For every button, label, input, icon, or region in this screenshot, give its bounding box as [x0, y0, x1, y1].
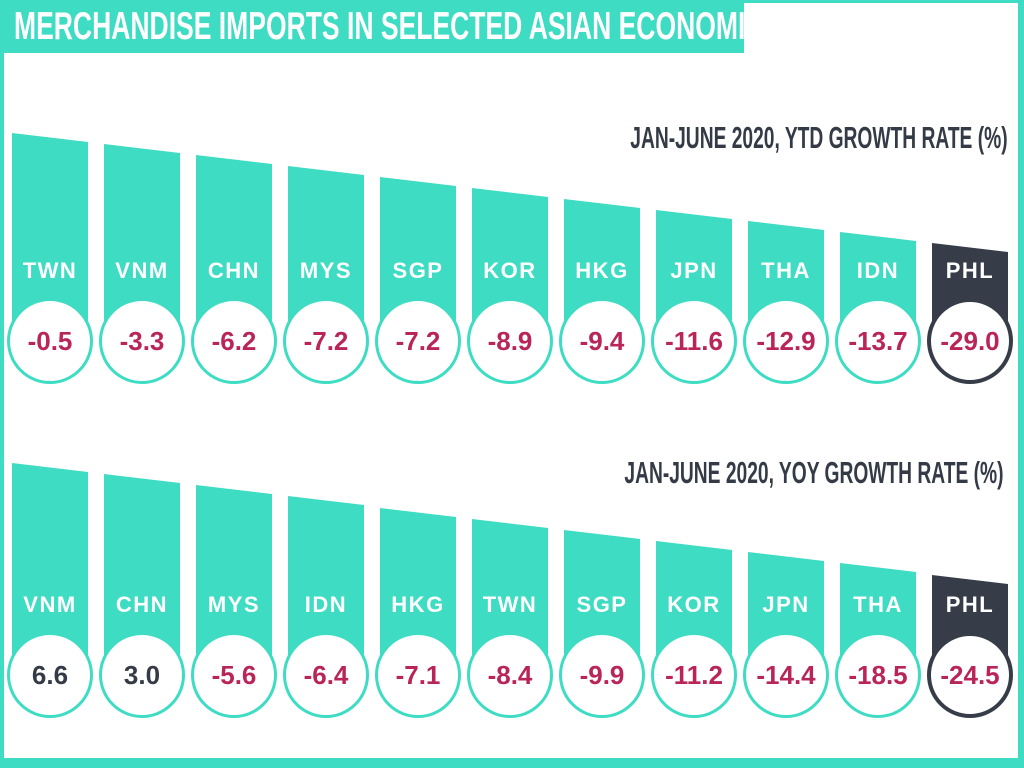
value-circle-yoy-jpn: -14.4: [743, 632, 829, 718]
value-ytd-vnm: -3.3: [119, 325, 165, 356]
value-circle-ytd-kor: -8.9: [467, 298, 553, 384]
bar-label-ytd-twn: TWN: [22, 258, 78, 283]
value-circle-yoy-idn: -6.4: [283, 632, 369, 718]
value-yoy-phl: -24.5: [940, 659, 1000, 690]
section-header-ytd: JAN-JUNE 2020, YTD GROWTH RATE (%): [630, 120, 1008, 155]
value-circle-ytd-mys: -7.2: [283, 298, 369, 384]
value-ytd-hkg: -9.4: [579, 325, 625, 356]
page-title: MERCHANDISE IMPORTS IN SELECTED ASIAN EC…: [14, 5, 781, 48]
bar-label-ytd-hkg: HKG: [575, 258, 629, 283]
bar-label-ytd-idn: IDN: [856, 258, 900, 283]
value-circle-ytd-twn: -0.5: [7, 298, 93, 384]
value-circle-yoy-chn: 3.0: [99, 632, 185, 718]
value-circle-ytd-tha: -12.9: [743, 298, 829, 384]
value-yoy-vnm: 6.6: [31, 659, 69, 690]
bar-label-yoy-kor: KOR: [667, 592, 721, 617]
value-circle-ytd-phl: -29.0: [927, 298, 1013, 384]
value-ytd-jpn: -11.6: [665, 325, 723, 356]
bar-label-yoy-vnm: VNM: [23, 592, 77, 617]
bar-label-ytd-jpn: JPN: [670, 258, 718, 283]
value-circle-ytd-jpn: -11.6: [651, 298, 737, 384]
bar-label-yoy-chn: CHN: [115, 592, 169, 617]
value-circle-yoy-vnm: 6.6: [7, 632, 93, 718]
value-circle-yoy-sgp: -9.9: [559, 632, 645, 718]
value-circle-yoy-twn: -8.4: [467, 632, 553, 718]
value-circle-yoy-kor: -11.2: [651, 632, 737, 718]
title-banner: MERCHANDISE IMPORTS IN SELECTED ASIAN EC…: [0, 0, 781, 53]
value-circle-yoy-phl: -24.5: [927, 632, 1013, 718]
value-circle-ytd-vnm: -3.3: [99, 298, 185, 384]
bar-label-yoy-idn: IDN: [304, 592, 348, 617]
value-ytd-sgp: -7.2: [395, 325, 441, 356]
value-yoy-chn: 3.0: [123, 659, 161, 690]
value-ytd-idn: -13.7: [848, 325, 908, 356]
value-ytd-chn: -6.2: [211, 325, 257, 356]
value-circle-ytd-idn: -13.7: [835, 298, 921, 384]
bar-label-yoy-mys: MYS: [207, 592, 261, 617]
bar-label-yoy-hkg: HKG: [391, 592, 445, 617]
value-yoy-jpn: -14.4: [756, 659, 816, 690]
bar-label-ytd-kor: KOR: [483, 258, 537, 283]
value-ytd-twn: -0.5: [27, 325, 73, 356]
value-circle-ytd-sgp: -7.2: [375, 298, 461, 384]
bar-label-ytd-vnm: VNM: [115, 258, 169, 283]
value-circle-yoy-tha: -18.5: [835, 632, 921, 718]
bar-label-ytd-chn: CHN: [207, 258, 261, 283]
value-yoy-idn: -6.4: [303, 659, 349, 690]
value-ytd-mys: -7.2: [303, 325, 349, 356]
bar-label-ytd-phl: PHL: [945, 258, 995, 283]
value-yoy-sgp: -9.9: [579, 659, 625, 690]
value-ytd-kor: -8.9: [487, 325, 533, 356]
value-yoy-mys: -5.6: [211, 659, 257, 690]
value-circle-ytd-chn: -6.2: [191, 298, 277, 384]
bar-label-ytd-mys: MYS: [299, 258, 353, 283]
value-yoy-kor: -11.2: [665, 659, 723, 690]
value-circle-yoy-mys: -5.6: [191, 632, 277, 718]
bar-label-yoy-sgp: SGP: [576, 592, 628, 617]
bar-label-ytd-tha: THA: [761, 258, 811, 283]
bar-label-yoy-tha: THA: [853, 592, 903, 617]
bar-label-yoy-phl: PHL: [945, 592, 995, 617]
value-circle-ytd-hkg: -9.4: [559, 298, 645, 384]
bar-label-yoy-twn: TWN: [482, 592, 538, 617]
value-yoy-twn: -8.4: [487, 659, 533, 690]
section-header-yoy: JAN-JUNE 2020, YOY GROWTH RATE (%): [624, 455, 1004, 490]
bar-label-yoy-jpn: JPN: [762, 592, 810, 617]
value-yoy-tha: -18.5: [848, 659, 908, 690]
value-ytd-tha: -12.9: [756, 325, 816, 356]
value-circle-yoy-hkg: -7.1: [375, 632, 461, 718]
bar-label-ytd-sgp: SGP: [392, 258, 444, 283]
value-ytd-phl: -29.0: [940, 325, 1000, 356]
value-yoy-hkg: -7.1: [395, 659, 441, 690]
